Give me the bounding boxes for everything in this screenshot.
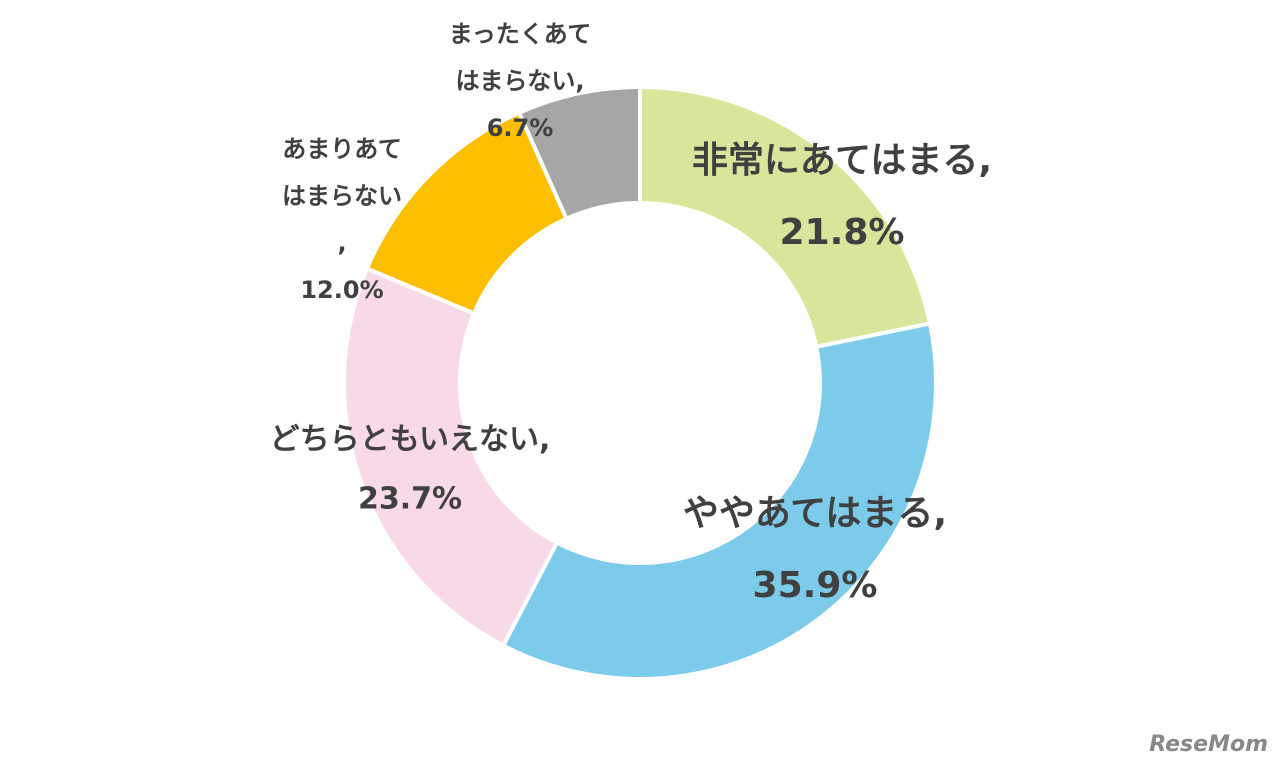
- donut-segment: [500, 321, 938, 681]
- donut-segment: [342, 265, 560, 649]
- category-label-line: あまりあて: [282, 135, 402, 163]
- category-label-line: はまらない: [282, 182, 402, 210]
- donut-segment: [638, 84, 933, 350]
- category-label-line: どちらともいえない,: [270, 422, 551, 457]
- category-label-line: 非常にあてはまる,: [692, 140, 992, 181]
- value-label: 23.7%: [358, 482, 462, 517]
- category-label-line: まったくあて: [449, 20, 592, 48]
- category-label-line: はまらない,: [455, 67, 584, 95]
- category-label: 非常にあてはまる,: [692, 140, 992, 181]
- category-label: あまりあてはまらない,: [282, 135, 402, 257]
- category-label-line: ややあてはまる,: [683, 493, 947, 534]
- watermark: ReseMom: [1149, 732, 1268, 757]
- value-label: 12.0%: [300, 276, 383, 304]
- donut-segment: [516, 84, 642, 222]
- category-label-line: ,: [337, 229, 346, 257]
- value-label: 6.7%: [487, 114, 554, 142]
- category-label: まったくあてはまらない,: [449, 20, 592, 95]
- value-label: 35.9%: [753, 565, 878, 606]
- category-label: どちらともいえない,: [270, 422, 551, 457]
- category-label: ややあてはまる,: [683, 493, 947, 534]
- value-label: 21.8%: [780, 212, 905, 253]
